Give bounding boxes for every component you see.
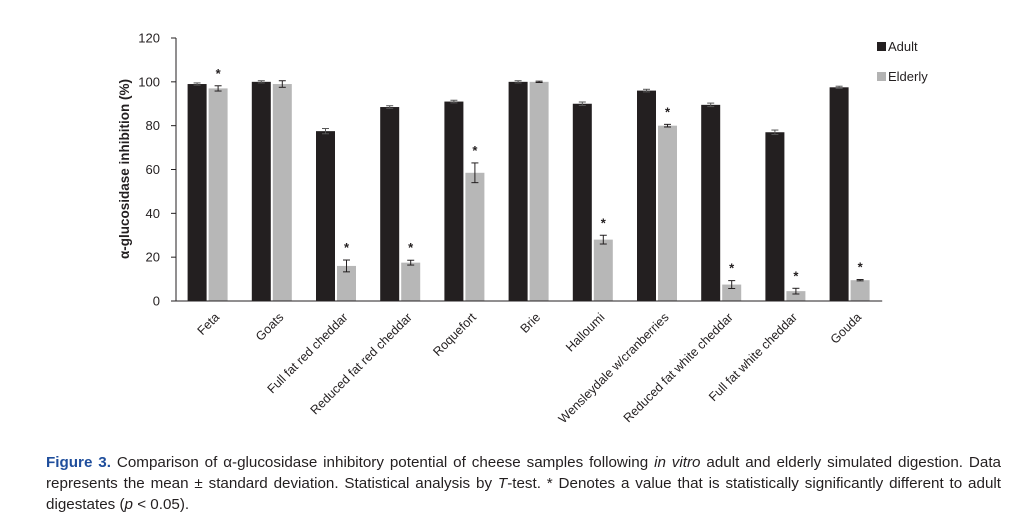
figure-caption: Figure 3. Comparison of α-glucosidase in… [46,452,1001,515]
category-label: Feta [195,310,223,338]
legend-label-adult: Adult [888,39,918,54]
category-label: Halloumi [563,310,607,354]
bar-elderly [786,291,806,301]
bar-adult [187,84,207,302]
category-label: Goats [253,310,286,343]
significance-marker: * [472,143,478,158]
y-tick-label: 120 [138,31,160,46]
significance-marker: * [793,268,799,283]
caption-text: adult and elderly simulated digestion. D… [46,454,1002,492]
bar-adult [251,81,271,301]
caption-text: Comparison of α-glucosidase inhibitory p… [116,454,655,471]
caption-italic: in vitro [654,454,701,471]
caption-text: < 0.05). [132,496,190,513]
legend: Adult Elderly [877,39,928,84]
significance-marker: * [216,66,222,81]
y-tick-label: 60 [146,162,160,177]
category-label: Reduced fat white cheddar [621,310,736,425]
bar-elderly [658,125,677,302]
category-label: Brie [518,310,544,336]
legend-label-elderly: Elderly [888,69,928,84]
bar-elderly [722,284,742,301]
legend-swatch-adult [877,42,886,51]
bar-adult [508,81,528,301]
bar-elderly [208,88,228,302]
bar-elderly [337,265,356,301]
bar-adult [380,107,400,301]
bar-elderly [465,172,485,301]
caption-italic: T [497,475,508,492]
bar-adult [637,90,656,301]
bar-adult [765,132,785,301]
y-tick-label: 40 [146,206,160,221]
bar-elderly [593,239,613,301]
y-tick-label: 20 [146,250,160,265]
figure-label: Figure 3. [46,454,111,471]
category-label: Roquefort [430,310,479,359]
bar-elderly [529,81,549,301]
bar-elderly [272,84,292,302]
significance-marker: * [408,240,414,255]
y-tick-label: 0 [153,294,160,309]
caption-italic: p [124,496,133,513]
bar-adult [572,103,592,301]
category-label: Gouda [828,310,864,346]
bar-adult [829,87,849,301]
bar-elderly [401,262,421,301]
significance-marker: * [665,104,671,119]
bar-adult [316,131,335,301]
significance-marker: * [858,260,864,275]
significance-marker: * [729,261,735,276]
y-axis-label: α-glucosidase inhibition (%) [117,79,132,259]
category-label: Wensleydale w/cranberries [556,310,672,426]
y-tick-label: 100 [138,74,160,89]
legend-swatch-elderly [877,72,886,81]
bars-group: * * * * * * * * * [187,66,870,302]
caption-text: -test. * Denotes a value that is statist… [46,475,1001,513]
significance-marker: * [601,215,607,230]
significance-marker: * [344,240,350,255]
bar-adult [701,104,721,302]
bar-elderly [850,280,870,301]
y-tick-label: 80 [146,118,160,133]
y-axis: 0 20 40 60 80 100 120 [138,31,177,309]
bar-adult [444,101,464,301]
